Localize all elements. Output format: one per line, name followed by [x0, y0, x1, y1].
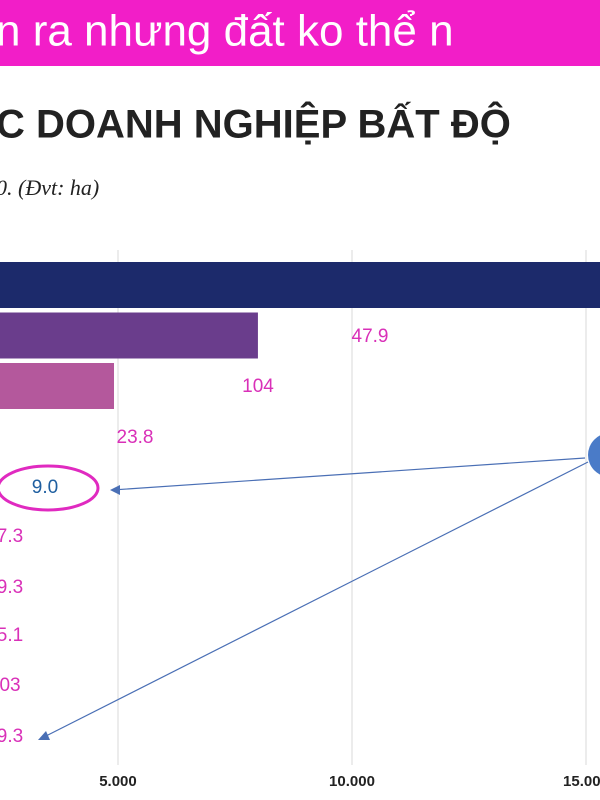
x-tick-label: 15.000: [563, 773, 600, 790]
data-label: 23.8: [117, 427, 154, 448]
data-label: 104: [242, 376, 274, 397]
data-label: 47.9: [352, 326, 389, 347]
data-label: 5.1: [0, 625, 23, 646]
data-label: 7.3: [0, 526, 23, 547]
bar: [0, 262, 600, 308]
chart-title: C DOANH NGHIỆP BẤT ĐỘ: [0, 101, 511, 147]
data-label: 9.3: [0, 726, 23, 747]
labels: 47.9 104 23.8 9.0 7.3 9.3 5.1 03 9.3: [0, 326, 388, 747]
arrow: [111, 457, 586, 491]
data-label: 9.0: [32, 477, 58, 498]
arrow: [41, 461, 589, 739]
marker: [588, 435, 600, 475]
banner: n ra nhưng đất ko thể n: [0, 7, 454, 56]
arrow-head: [110, 485, 120, 495]
highlight-circle: [0, 464, 100, 512]
x-tick-label: 10.000: [329, 773, 375, 790]
bar: [0, 312, 258, 359]
subtitle: 0. (Đvt: ha): [0, 175, 99, 200]
data-label: 03: [0, 675, 21, 696]
data-label: 9.3: [0, 577, 23, 598]
banner-bg: [0, 0, 600, 66]
arrow-head: [38, 731, 50, 740]
bar: [0, 363, 115, 409]
x-tick-label: 5.000: [99, 773, 137, 790]
bars: [0, 262, 600, 409]
